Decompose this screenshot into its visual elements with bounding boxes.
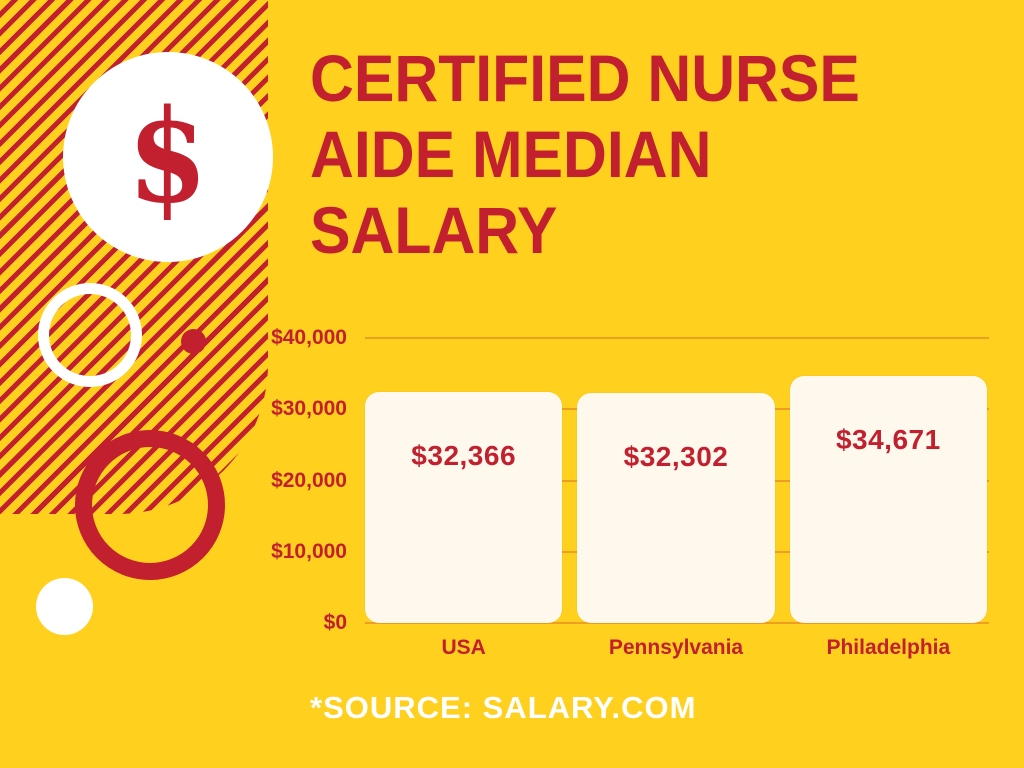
bar-pennsylvania: $32,302 [577,392,775,623]
bar-value-label-usa: $32,366 [411,440,517,472]
category-label-pennsylvania: Pennsylvania [608,636,744,659]
bar-value-label-pennsylvania: $32,302 [623,440,729,472]
y-axis-tick-label: $40,000 [271,326,347,349]
page-title-line-3: SALARY [310,193,558,267]
y-axis: $0 $10,000 $20,000 $30,000 $40,000 [255,326,355,634]
bar-group: $32,366 $32,302 $34,671 [365,338,987,623]
source-attribution: *SOURCE: SALARY.COM [310,690,697,725]
y-axis-tick-label: $30,000 [271,397,347,421]
y-axis-tick-label: $10,000 [271,539,347,563]
y-axis-tick-label: $0 [323,611,347,634]
y-axis-tick-label: $20,000 [271,468,347,492]
page-title-line-1: CERTIFIED NURSE [310,41,860,115]
plot-area: $32,366 $32,302 $34,671 [365,337,989,624]
gridline [365,622,989,624]
x-axis-category-labels: USA Pennsylvania Philadelphia [365,636,987,660]
bar-philadelphia: $34,671 [789,375,987,623]
red-dot-decoration [181,329,206,354]
page-title: CERTIFIED NURSE AIDE MEDIAN SALARY [310,40,860,268]
bar-usa: $32,366 [365,392,563,623]
white-ring-decoration [38,283,142,387]
dollar-circle-badge: $ [63,52,273,262]
bar-value-label-philadelphia: $34,671 [835,423,941,455]
page-title-line-2: AIDE MEDIAN [310,117,712,191]
bar-column-philadelphia: $34,671 [789,375,987,623]
category-label-philadelphia: Philadelphia [826,636,951,659]
red-ring-decoration [75,430,225,580]
category-label-usa: USA [441,636,486,659]
bar-column-pennsylvania: $32,302 [577,392,775,623]
white-dot-decoration [36,578,93,635]
bar-column-usa: $32,366 [365,392,563,623]
gridline [365,337,989,339]
dollar-sign-icon: $ [127,82,209,232]
